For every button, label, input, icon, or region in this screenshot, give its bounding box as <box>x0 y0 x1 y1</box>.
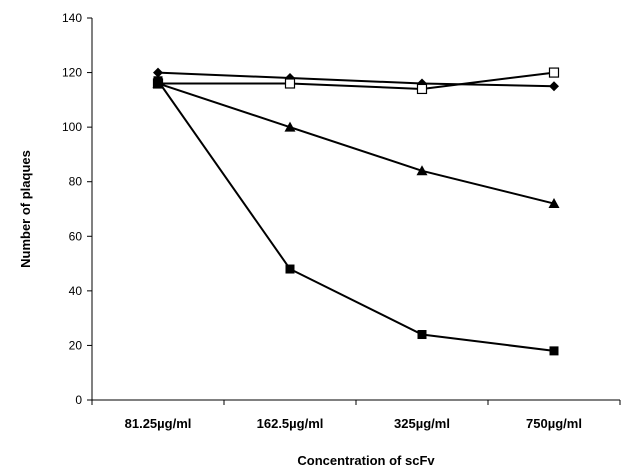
data-point-square-open <box>548 67 560 78</box>
data-point-triangle <box>548 198 560 209</box>
series-4 <box>153 76 559 356</box>
y-tick-label: 40 <box>69 284 83 298</box>
data-point-square <box>549 346 559 356</box>
y-tick-label: 60 <box>69 229 83 243</box>
series-line <box>157 80 555 352</box>
data-point-diamond <box>153 67 163 78</box>
data-point-triangle <box>416 165 428 176</box>
x-tick-label: 325µg/ml <box>394 416 450 431</box>
y-tick-label: 20 <box>69 338 83 352</box>
x-axis-title: Concentration of scFv <box>297 453 435 468</box>
y-tick-label: 0 <box>75 393 82 407</box>
data-point-triangle <box>284 121 296 132</box>
series-1 <box>153 67 559 92</box>
series-line <box>157 82 555 205</box>
series-line <box>157 71 555 88</box>
series-3 <box>152 77 560 209</box>
x-tick-label: 750µg/ml <box>526 416 582 431</box>
x-axis-ticks: 81.25µg/ml 162.5µg/ml 325µg/ml 750µg/ml <box>91 400 621 431</box>
y-axis-title: Number of plaques <box>18 150 33 268</box>
y-tick-label: 120 <box>62 66 82 80</box>
data-point-diamond <box>549 81 559 92</box>
series-line <box>158 71 555 90</box>
data-point-square <box>153 76 163 86</box>
plot-area: 0 20 40 60 80 100 120 140 81.25µg/ml 162.5µg/ml 3… <box>62 11 621 431</box>
x-tick-label: 162.5µg/ml <box>257 416 324 431</box>
y-axis-ticks: 0 20 40 60 80 100 120 140 <box>62 11 92 407</box>
series-layer <box>152 67 560 356</box>
y-tick-label: 140 <box>62 11 82 25</box>
y-tick-label: 80 <box>69 175 83 189</box>
data-point-square-open <box>284 78 296 89</box>
x-tick-label: 81.25µg/ml <box>125 416 192 431</box>
data-point-square <box>417 330 427 340</box>
data-point-square <box>285 264 295 274</box>
data-point-square-open <box>416 83 428 95</box>
y-tick-label: 100 <box>62 120 82 134</box>
